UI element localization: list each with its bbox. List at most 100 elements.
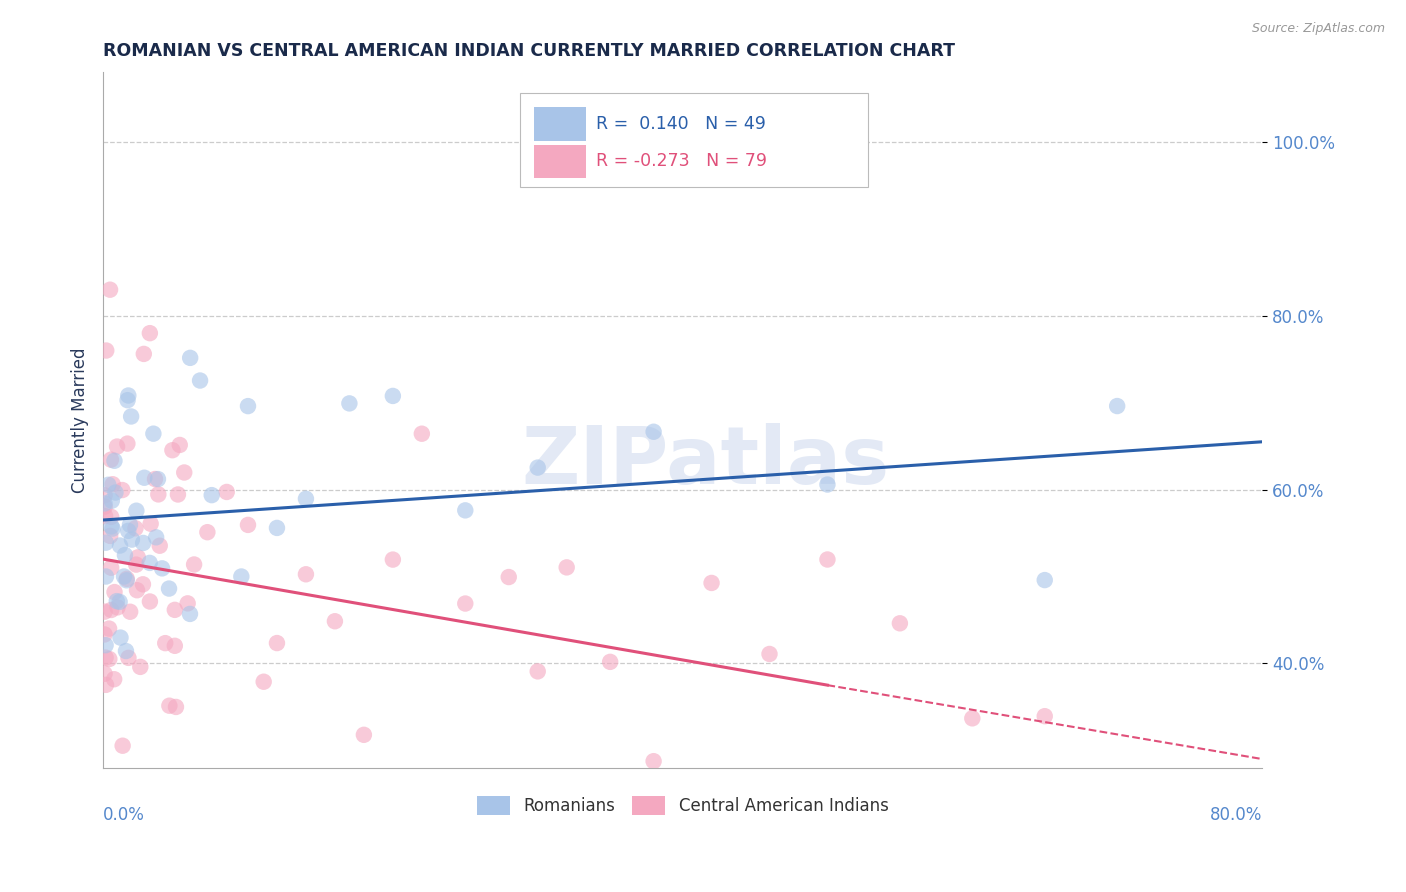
Point — [97, 477, 120, 491]
Point — [101, 493, 124, 508]
Point — [179, 351, 201, 365]
Point — [817, 552, 839, 566]
Point — [231, 569, 253, 583]
Point — [162, 443, 184, 458]
Point — [889, 616, 911, 631]
Point — [108, 595, 131, 609]
Point — [143, 472, 166, 486]
Point — [124, 521, 146, 535]
Point — [195, 525, 218, 540]
Text: Source: ZipAtlas.com: Source: ZipAtlas.com — [1251, 22, 1385, 36]
Point — [114, 548, 136, 562]
Point — [111, 483, 134, 497]
FancyBboxPatch shape — [534, 107, 586, 141]
Point — [117, 436, 139, 450]
Point — [700, 576, 723, 591]
Point — [118, 517, 141, 532]
Y-axis label: Currently Married: Currently Married — [72, 347, 89, 492]
Point — [149, 539, 172, 553]
Point — [100, 603, 122, 617]
Point — [115, 644, 138, 658]
Point — [381, 389, 404, 403]
Point — [112, 569, 135, 583]
Point — [132, 536, 155, 550]
Point — [120, 409, 142, 424]
Point — [104, 485, 127, 500]
Point — [93, 605, 115, 619]
Point — [103, 585, 125, 599]
Point — [599, 655, 621, 669]
Point — [117, 393, 139, 408]
Point — [105, 440, 128, 454]
Legend: Romanians, Central American Indians: Romanians, Central American Indians — [470, 789, 896, 822]
Point — [94, 638, 117, 652]
Point — [125, 504, 148, 518]
Point — [103, 454, 125, 468]
Point — [103, 672, 125, 686]
Point — [962, 711, 984, 725]
Point — [100, 560, 122, 574]
Point — [125, 583, 148, 598]
Point — [454, 597, 477, 611]
Point — [526, 665, 548, 679]
Point — [98, 283, 121, 297]
Point — [148, 487, 170, 501]
Point — [526, 460, 548, 475]
Point — [138, 556, 160, 570]
Point — [117, 524, 139, 538]
Point — [157, 698, 180, 713]
Point — [266, 521, 288, 535]
Point — [1033, 709, 1056, 723]
Point — [173, 466, 195, 480]
Point — [96, 343, 118, 358]
Point — [1033, 573, 1056, 587]
Point — [353, 728, 375, 742]
Point — [498, 570, 520, 584]
Point — [201, 488, 224, 502]
Point — [411, 426, 433, 441]
Point — [146, 472, 169, 486]
Point — [94, 569, 117, 583]
FancyBboxPatch shape — [534, 145, 586, 178]
Point — [98, 622, 121, 636]
Point — [94, 650, 117, 665]
Point — [134, 471, 156, 485]
Point — [100, 519, 122, 533]
Text: R = -0.273   N = 79: R = -0.273 N = 79 — [596, 153, 766, 170]
Text: 80.0%: 80.0% — [1209, 806, 1263, 824]
Point — [758, 647, 780, 661]
Point — [100, 509, 122, 524]
Point — [295, 491, 318, 506]
Point — [115, 574, 138, 588]
Point — [132, 577, 155, 591]
Point — [555, 560, 578, 574]
Point — [98, 529, 121, 543]
Point — [157, 582, 180, 596]
Point — [94, 509, 117, 524]
Point — [643, 754, 665, 768]
Point — [183, 558, 205, 572]
Point — [93, 627, 115, 641]
Point — [121, 533, 143, 547]
Point — [127, 550, 149, 565]
Point — [111, 739, 134, 753]
Point — [253, 674, 276, 689]
Point — [381, 552, 404, 566]
Point — [817, 477, 839, 491]
Point — [93, 500, 115, 514]
Point — [163, 603, 186, 617]
Point — [139, 516, 162, 531]
Point — [454, 503, 477, 517]
Point — [93, 496, 115, 510]
Point — [115, 572, 138, 586]
Text: ZIPatlas: ZIPatlas — [522, 423, 890, 500]
Point — [150, 561, 173, 575]
Point — [215, 485, 238, 500]
Point — [176, 596, 198, 610]
Point — [179, 607, 201, 621]
Point — [93, 666, 115, 681]
Point — [101, 522, 124, 536]
Point — [145, 530, 167, 544]
Point — [93, 488, 115, 502]
Point — [142, 426, 165, 441]
